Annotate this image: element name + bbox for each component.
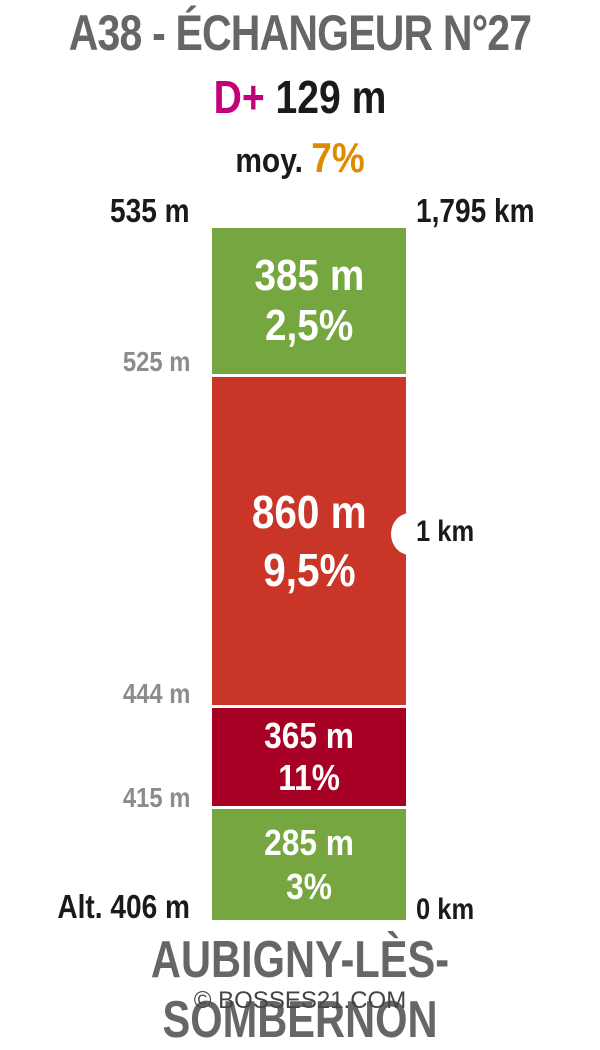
elevation-gain: D+ 129 m <box>45 70 555 124</box>
altitude-label-415: 415 m <box>122 782 190 813</box>
segment-2-length: 860 m <box>251 486 367 538</box>
segment-4-grade: 3% <box>286 865 332 907</box>
segment-1-length: 385 m <box>254 251 364 300</box>
segment-3-length: 365 m <box>264 715 354 756</box>
segment-divider <box>212 806 406 809</box>
elevation-gain-prefix: D+ <box>213 71 265 123</box>
altitude-label-525: 525 m <box>122 346 190 377</box>
segment-1: 385 m 2,5% <box>212 228 406 374</box>
bottom-distance-label: 0 km <box>416 893 475 926</box>
segment-3-grade: 11% <box>278 757 340 798</box>
km-marker-label: 1 km <box>416 515 475 548</box>
top-distance-label: 1,795 km <box>416 192 535 229</box>
segment-4-length: 285 m <box>264 821 354 863</box>
segment-divider <box>212 705 406 708</box>
elevation-gain-value: 129 m <box>275 71 387 123</box>
average-grade-prefix: moy. <box>235 142 303 180</box>
segment-1-grade: 2,5% <box>264 301 354 350</box>
bottom-altitude-label: Alt. 406 m <box>57 888 190 925</box>
climb-title: A38 - ÉCHANGEUR N°27 <box>68 5 532 61</box>
average-grade: moy. 7% <box>36 134 564 182</box>
segment-2: 860 m 9,5% <box>212 377 406 705</box>
km-marker-notch <box>391 513 429 555</box>
altitude-label-444: 444 m <box>122 678 190 709</box>
copyright-notice: © BOSSES21.COM <box>193 987 407 1014</box>
top-altitude-label: 535 m <box>110 192 190 229</box>
average-grade-value: 7% <box>311 134 365 181</box>
segment-3: 365 m 11% <box>212 708 406 806</box>
segment-4: 285 m 3% <box>212 809 406 920</box>
profile-bar: 385 m 2,5% 860 m 9,5% 365 m 11% 285 m 3% <box>212 228 406 920</box>
segment-2-grade: 9,5% <box>262 544 356 596</box>
segment-divider <box>212 374 406 377</box>
